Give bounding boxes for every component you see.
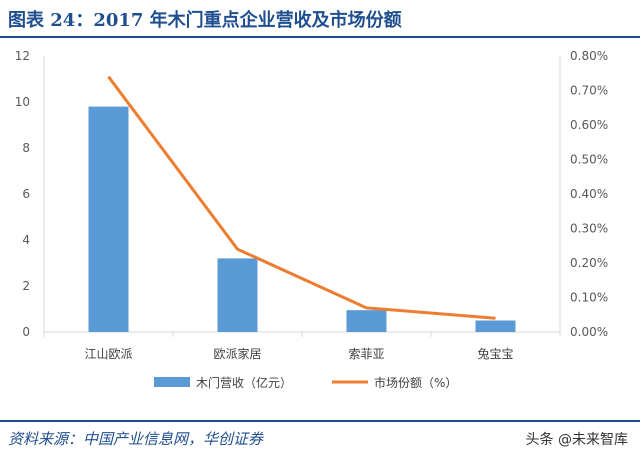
- right-tick-label: 0.30%: [570, 222, 608, 236]
- left-tick-label: 10: [15, 95, 30, 109]
- header-divider: [0, 36, 640, 38]
- footer-divider: [0, 420, 640, 422]
- source-note: 资料来源：中国产业信息网，华创证券: [8, 430, 264, 448]
- revenue-bar: [88, 106, 129, 332]
- right-tick-label: 0.20%: [570, 256, 608, 270]
- right-tick-label: 0.10%: [570, 291, 608, 305]
- category-label: 江山欧派: [84, 347, 132, 361]
- left-tick-label: 8: [22, 141, 30, 155]
- right-tick-label: 0.60%: [570, 118, 608, 132]
- chart-header: 图表 24：2017 年木门重点企业营收及市场份额: [0, 0, 640, 36]
- right-tick-label: 0.70%: [570, 84, 608, 98]
- right-tick-label: 0.50%: [570, 153, 608, 167]
- revenue-bar: [346, 310, 387, 332]
- category-label: 兔宝宝: [477, 346, 513, 361]
- left-tick-label: 2: [22, 279, 30, 293]
- legend-label-share: 市场份额（%）: [374, 375, 457, 390]
- market-share-line: [107, 75, 496, 320]
- right-tick-label: 0.40%: [570, 187, 608, 201]
- left-tick-label: 4: [22, 233, 30, 247]
- category-label: 索菲亚: [348, 347, 384, 361]
- combo-chart: 0 2 4 6 8 10 12 0.00% 0.10% 0.20% 0.30% 0.40% 0.50% 0…: [15, 49, 608, 390]
- left-tick-label: 12: [15, 49, 30, 63]
- left-tick-label: 6: [22, 187, 30, 201]
- category-label: 欧派家居: [213, 346, 261, 361]
- chart-title: 图表 24：2017 年木门重点企业营收及市场份额: [8, 10, 402, 31]
- legend-label-revenue: 木门营收（亿元）: [196, 375, 292, 390]
- right-tick-label: 0.00%: [570, 325, 608, 339]
- right-tick-label: 0.80%: [570, 49, 608, 63]
- legend-swatch-revenue: [154, 377, 190, 387]
- left-tick-label: 0: [22, 325, 30, 339]
- revenue-bar: [475, 320, 516, 332]
- revenue-bar: [217, 258, 258, 332]
- watermark: 头条 @未来智库: [525, 432, 628, 448]
